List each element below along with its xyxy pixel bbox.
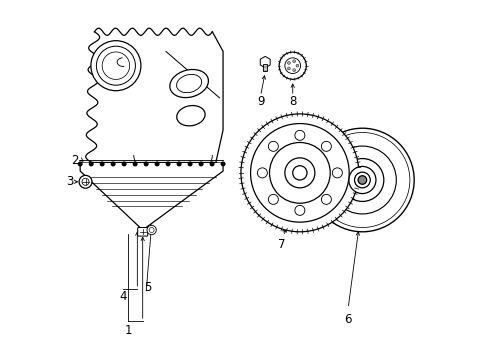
Polygon shape [80,164,223,230]
Circle shape [287,67,290,70]
Circle shape [89,162,93,166]
Circle shape [149,228,154,233]
Circle shape [79,175,92,188]
Polygon shape [85,28,223,162]
Circle shape [354,172,369,188]
Circle shape [285,58,300,73]
Circle shape [78,162,82,166]
Circle shape [155,162,159,166]
Circle shape [348,166,375,194]
Circle shape [332,168,342,178]
Circle shape [241,114,358,232]
Circle shape [268,194,278,204]
Circle shape [188,162,191,166]
Circle shape [292,69,295,72]
Text: 9: 9 [256,95,264,108]
Circle shape [166,162,169,166]
Circle shape [328,146,395,214]
Circle shape [292,60,295,63]
Circle shape [100,162,104,166]
Text: 8: 8 [288,95,296,108]
Circle shape [147,225,156,235]
Circle shape [294,130,304,140]
Circle shape [111,162,115,166]
Circle shape [221,162,224,166]
Text: 5: 5 [144,281,151,294]
Circle shape [295,64,298,67]
Circle shape [310,128,413,232]
Ellipse shape [176,105,204,126]
Text: 6: 6 [344,313,351,326]
Circle shape [321,194,331,204]
Circle shape [340,158,383,202]
Circle shape [122,162,126,166]
Circle shape [268,141,278,151]
Text: 4: 4 [119,289,126,303]
Circle shape [133,162,137,166]
Circle shape [144,162,147,166]
Circle shape [294,205,304,215]
Text: 1: 1 [124,324,132,337]
Circle shape [269,143,329,203]
Circle shape [91,41,141,91]
Text: 7: 7 [277,238,285,251]
Circle shape [321,141,331,151]
Circle shape [292,166,306,180]
Circle shape [199,162,203,166]
Circle shape [279,52,305,79]
FancyBboxPatch shape [263,64,267,71]
Circle shape [257,168,267,178]
FancyBboxPatch shape [138,228,147,236]
Circle shape [250,123,348,222]
Circle shape [357,176,366,184]
Ellipse shape [169,69,208,98]
Circle shape [285,158,314,188]
Text: 3: 3 [66,175,73,188]
Circle shape [177,162,181,166]
Circle shape [287,62,290,64]
Text: 2: 2 [71,154,79,167]
Circle shape [210,162,213,166]
